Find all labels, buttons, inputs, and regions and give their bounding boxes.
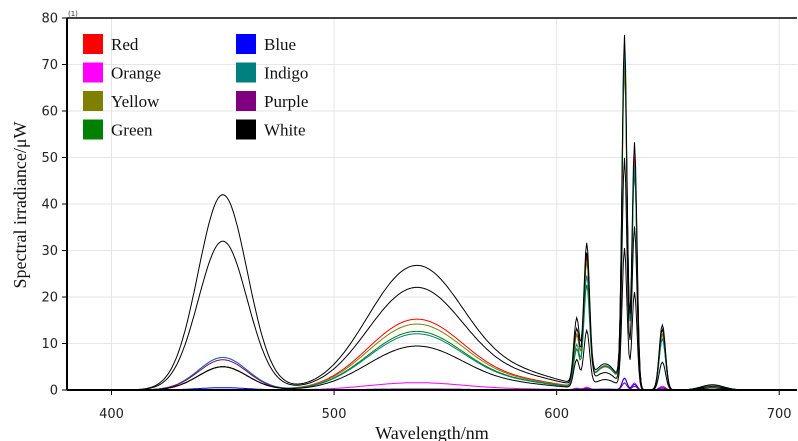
legend-label-orange: Orange xyxy=(111,64,161,83)
corner-label: (1) xyxy=(68,10,78,18)
axes xyxy=(62,17,797,395)
y-tick-label-70: 70 xyxy=(41,58,58,73)
y-tick-label-10: 10 xyxy=(41,337,58,352)
series-line-8 xyxy=(67,157,797,391)
x-tick-label-400: 400 xyxy=(99,407,124,422)
legend-swatch-red xyxy=(83,34,103,54)
y-tick-label-0: 0 xyxy=(50,384,58,399)
legend-label-blue: Blue xyxy=(264,35,296,54)
y-tick-label-40: 40 xyxy=(41,198,58,213)
y-tick-label-60: 60 xyxy=(41,105,58,120)
legend: Red Orange Yellow Green Blue Indigo Purple Whit… xyxy=(83,34,308,140)
legend-label-purple: Purple xyxy=(264,92,308,111)
series-line-5 xyxy=(67,49,797,391)
y-tick-label-50: 50 xyxy=(41,151,58,166)
x-tick-label-600: 600 xyxy=(544,407,569,422)
series-lines xyxy=(67,34,797,391)
tick-labels: 0 10 20 30 40 50 60 70 80 400 500 600 700 xyxy=(41,12,791,423)
y-tick-label-20: 20 xyxy=(41,291,58,306)
legend-swatch-white xyxy=(236,119,256,140)
legend-swatch-indigo xyxy=(236,62,256,83)
legend-label-yellow: Yellow xyxy=(111,92,160,111)
y-axis-title: Spectral irradiance/μW xyxy=(10,121,30,288)
legend-label-white: White xyxy=(264,121,306,140)
series-line-2 xyxy=(67,68,797,391)
series-line-0 xyxy=(67,58,797,391)
y-tick-label-80: 80 xyxy=(41,12,58,27)
x-tick-label-500: 500 xyxy=(322,407,347,422)
x-tick-label-700: 700 xyxy=(767,407,792,422)
legend-swatch-orange xyxy=(83,62,103,83)
legend-label-red: Red xyxy=(111,35,139,54)
legend-swatch-purple xyxy=(236,91,256,111)
x-axis-title: Wavelength/nm xyxy=(375,423,489,441)
y-tick-label-30: 30 xyxy=(41,244,58,259)
legend-label-indigo: Indigo xyxy=(264,64,308,83)
legend-swatch-blue xyxy=(236,34,256,54)
legend-swatch-green xyxy=(83,119,103,140)
legend-swatch-yellow xyxy=(83,91,103,111)
legend-label-green: Green xyxy=(111,121,153,140)
series-line-3 xyxy=(67,49,797,391)
series-line-9 xyxy=(67,247,797,391)
